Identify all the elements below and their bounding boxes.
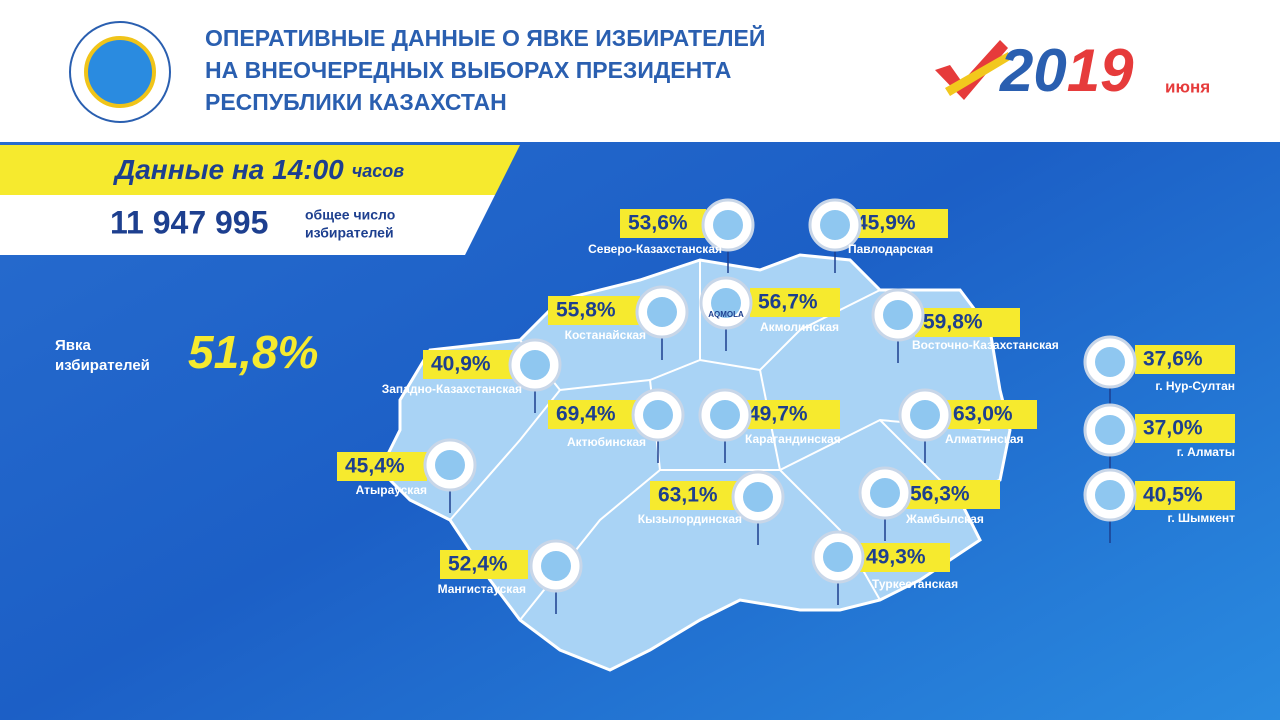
region-name: Костанайская <box>565 328 646 342</box>
emblem-inner <box>1095 415 1125 445</box>
value-box <box>902 480 1000 509</box>
header-bar <box>0 0 1280 142</box>
region-name: Алматинская <box>945 432 1024 446</box>
value-box <box>440 550 528 579</box>
value: 56,7% <box>758 291 818 314</box>
value-box <box>548 400 638 429</box>
value-box <box>740 400 840 429</box>
emblem-inner <box>643 400 673 430</box>
value: 59,8% <box>923 311 983 334</box>
emblem-inner <box>870 478 900 508</box>
turnout-label: Явка <box>55 337 92 354</box>
region-name: Актюбинская <box>567 435 646 449</box>
emblem-inner <box>823 542 853 572</box>
value: 40,5% <box>1143 484 1203 507</box>
year-part: 19 <box>1067 37 1134 104</box>
region-name: г. Шымкент <box>1168 511 1236 525</box>
total: 11 947 995 <box>110 204 268 240</box>
title: РЕСПУБЛИКИ КАЗАХСТАН <box>205 89 507 115</box>
time: Данные на 14:00 <box>113 154 344 185</box>
value-box <box>1135 414 1235 443</box>
emblem-inner <box>1095 347 1125 377</box>
year-part: 20 <box>999 37 1067 104</box>
region-name: Туркестанская <box>872 577 958 591</box>
region-name: Западно-Казахстанская <box>382 382 522 396</box>
value: 49,7% <box>748 403 808 426</box>
value-box <box>548 296 640 325</box>
value: 63,0% <box>953 403 1013 426</box>
emblem-inner <box>743 482 773 512</box>
emblem-inner <box>820 210 850 240</box>
value-box <box>858 543 950 572</box>
value-box <box>620 209 706 238</box>
value: 45,9% <box>856 212 916 235</box>
region-name: г. Алматы <box>1177 445 1235 459</box>
value: 37,6% <box>1143 348 1203 371</box>
turnout-label: избирателей <box>55 357 150 374</box>
value-box <box>1135 345 1235 374</box>
value: 69,4% <box>556 403 616 426</box>
region-name: Акмолинская <box>760 320 839 334</box>
value: 37,0% <box>1143 417 1203 440</box>
value-box <box>750 288 840 317</box>
value: 40,9% <box>431 353 491 376</box>
emblem-inner <box>910 400 940 430</box>
value-box <box>915 308 1020 337</box>
banner-yellow <box>0 145 520 195</box>
value-box <box>1135 481 1235 510</box>
region-name: Северо-Казахстанская <box>588 242 722 256</box>
value: 63,1% <box>658 484 718 507</box>
region-name: Карагандинская <box>745 432 841 446</box>
title: ОПЕРАТИВНЫЕ ДАННЫЕ О ЯВКЕ ИЗБИРАТЕЛЕЙ <box>205 24 765 51</box>
total-label: общее число <box>305 207 395 223</box>
region-name: г. Нур-Султан <box>1155 379 1235 393</box>
emblem-inner <box>1095 480 1125 510</box>
year: 2019 <box>999 37 1134 104</box>
region-name: Кызылординская <box>638 512 742 526</box>
value-box <box>337 452 427 481</box>
emblem-inner <box>710 400 740 430</box>
emblem-inner <box>883 300 913 330</box>
emblem-inner <box>435 450 465 480</box>
value-box <box>650 481 742 510</box>
time-unit: часов <box>352 161 405 181</box>
region-name: Мангистауская <box>438 582 526 596</box>
logo-inner <box>84 36 156 108</box>
turnout-value: 51,8% <box>188 326 318 378</box>
month: июня <box>1165 77 1210 96</box>
region-name: Восточно-Казахстанская <box>912 338 1059 352</box>
emblem-inner <box>541 551 571 581</box>
region-name: Жамбылская <box>905 512 984 526</box>
value: 49,3% <box>866 546 926 569</box>
value: 55,8% <box>556 299 616 322</box>
value: 56,3% <box>910 483 970 506</box>
value-box <box>423 350 513 379</box>
value-box <box>848 209 948 238</box>
check-icon <box>945 52 1010 96</box>
emblem-inner <box>711 288 741 318</box>
title: НА ВНЕОЧЕРЕДНЫХ ВЫБОРАХ ПРЕЗИДЕНТА <box>205 57 731 83</box>
value: 52,4% <box>448 553 508 576</box>
region-name: Павлодарская <box>848 242 933 256</box>
emblem-inner <box>520 350 550 380</box>
emblem-inner <box>713 210 743 240</box>
region-name: Атырауская <box>356 483 427 497</box>
value: 45,4% <box>345 455 405 478</box>
emblem-text: AQMOLA <box>708 310 744 319</box>
banner-white <box>0 195 495 255</box>
value: 53,6% <box>628 212 688 235</box>
time-text: Данные на 14:00 часов <box>113 154 404 185</box>
emblem-inner <box>647 297 677 327</box>
value-box <box>945 400 1037 429</box>
total-label: избирателей <box>305 225 394 241</box>
